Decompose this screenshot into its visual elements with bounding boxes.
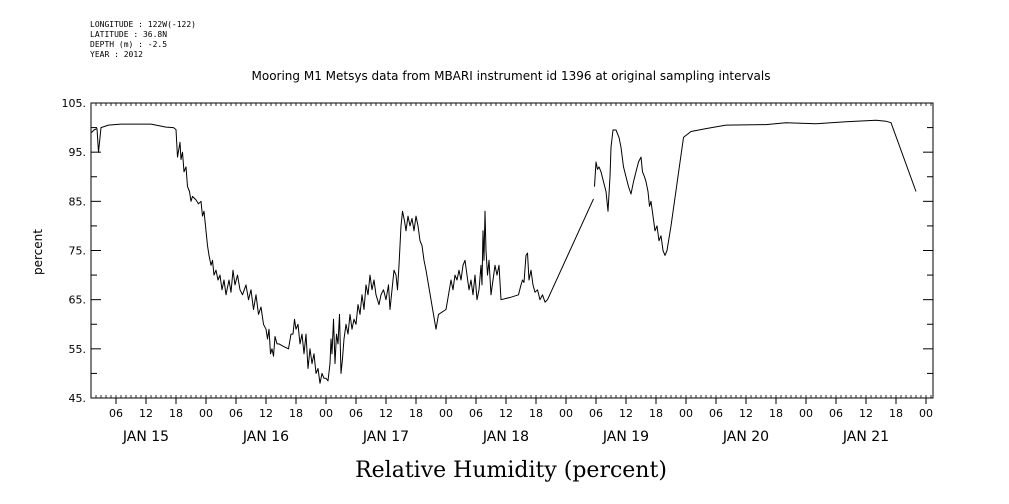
y-tick-label: 95.	[69, 146, 87, 159]
y-tick-label: 105.	[62, 97, 87, 110]
x-hour-label: 18	[769, 407, 783, 420]
x-hour-label: 12	[619, 407, 633, 420]
x-hour-label: 06	[469, 407, 483, 420]
x-hour-label: 06	[709, 407, 723, 420]
x-day-label: JAN 19	[602, 429, 649, 445]
x-hour-label: 18	[169, 407, 183, 420]
x-hour-label: 18	[529, 407, 543, 420]
x-hour-label: 12	[499, 407, 513, 420]
x-hour-label: 06	[349, 407, 363, 420]
x-hour-label: 18	[649, 407, 663, 420]
y-axis-label: percent	[31, 229, 45, 275]
humidity-line	[594, 119, 917, 256]
x-hour-label: 06	[589, 407, 603, 420]
y-tick-label: 65.	[69, 294, 87, 307]
x-day-label: JAN 17	[362, 429, 409, 445]
x-hour-label: 00	[319, 407, 333, 420]
plot-frame	[90, 102, 934, 399]
x-day-label: JAN 21	[842, 429, 889, 445]
x-hour-label: 00	[199, 407, 213, 420]
y-axis: 45. 55. 65. 75. 85. 95. 105.	[62, 97, 933, 405]
x-hour-label: 06	[229, 407, 243, 420]
x-hour-label: 00	[919, 407, 933, 420]
chart-title: Mooring M1 Metsys data from MBARI instru…	[252, 69, 771, 83]
y-tick-label: 85.	[69, 195, 87, 208]
x-hour-label: 12	[859, 407, 873, 420]
y-tick-label: 55.	[69, 343, 87, 356]
y-tick-label: 75.	[69, 245, 87, 258]
x-axis: 06 12 18 00 06 12 18 00 06 12 18 00 06 12 18 00 06 12 18 00…	[90, 103, 933, 445]
x-axis-label: Relative Humidity (percent)	[355, 458, 667, 483]
longitude-text: LONGITUDE : 122W(-122)	[90, 20, 196, 29]
x-hour-label: 00	[679, 407, 693, 420]
station-metadata: LONGITUDE : 122W(-122) LATITUDE : 36.8N …	[90, 20, 196, 60]
x-hour-label: 00	[559, 407, 573, 420]
x-day-label: JAN 18	[482, 429, 529, 445]
x-hour-label: 18	[409, 407, 423, 420]
x-hour-label: 00	[439, 407, 453, 420]
x-day-label: JAN 15	[122, 429, 169, 445]
depth-text: DEPTH (m) : -2.5	[90, 40, 168, 49]
x-hour-label: 18	[289, 407, 303, 420]
humidity-line	[91, 123, 594, 384]
year-text: YEAR : 2012	[90, 50, 143, 59]
x-hour-label: 06	[109, 407, 123, 420]
x-hour-label: 12	[259, 407, 273, 420]
x-hour-label: 12	[739, 407, 753, 420]
x-day-label: JAN 16	[242, 429, 289, 445]
x-hour-label: 00	[799, 407, 813, 420]
x-hour-label: 06	[829, 407, 843, 420]
humidity-series	[91, 119, 917, 384]
x-hour-label: 12	[379, 407, 393, 420]
x-hour-label: 18	[889, 407, 903, 420]
latitude-text: LATITUDE : 36.8N	[90, 30, 168, 39]
x-hour-label: 12	[139, 407, 153, 420]
x-day-label: JAN 20	[722, 429, 769, 445]
y-tick-label: 45.	[69, 392, 87, 405]
